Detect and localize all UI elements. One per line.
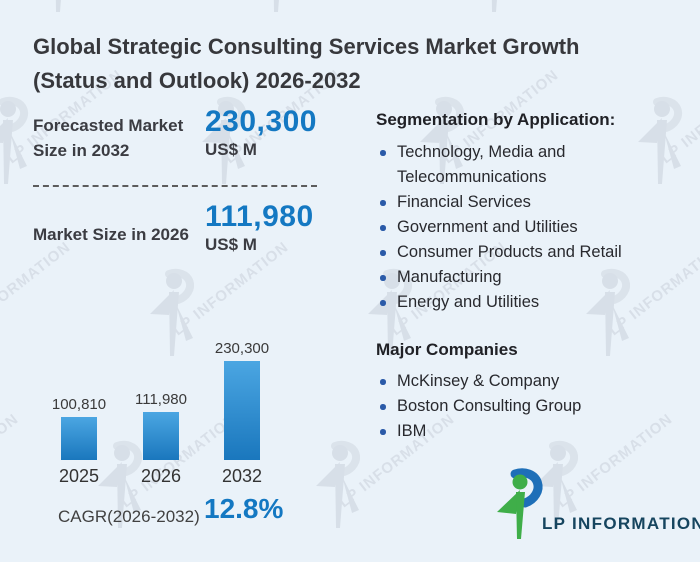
bullet-icon bbox=[380, 429, 386, 435]
forecast-size-unit: US$ M bbox=[205, 140, 257, 159]
bar-chart: 100,810 2025 111,980 2026 230,300 2032 bbox=[52, 336, 291, 496]
list-item: Energy and Utilities bbox=[376, 290, 638, 315]
market-size-value: 111,980 bbox=[205, 200, 314, 233]
dashed-divider bbox=[33, 185, 317, 187]
bullet-icon bbox=[380, 225, 386, 231]
cagr-label: CAGR(2026-2032) bbox=[58, 507, 200, 526]
list-item-label: McKinsey & Company bbox=[397, 372, 560, 390]
lp-information-logo: LP INFORMATION bbox=[494, 462, 700, 544]
bullet-icon bbox=[380, 250, 386, 256]
bullet-icon bbox=[380, 404, 386, 410]
bar-value-label: 111,980 bbox=[135, 391, 187, 408]
segmentation-list: Technology, Media and Telecommunications… bbox=[376, 140, 638, 315]
bullet-icon bbox=[380, 379, 386, 385]
market-size-value-group: 111,980 US$ M bbox=[205, 201, 314, 255]
list-item-label: Technology, Media and Telecommunications bbox=[397, 143, 566, 186]
list-item-label: Consumer Products and Retail bbox=[397, 243, 622, 261]
list-item-label: IBM bbox=[397, 422, 427, 440]
list-item-label: Financial Services bbox=[397, 193, 531, 211]
forecast-size-label: Forecasted Market Size in 2032 bbox=[33, 116, 184, 160]
market-size-label: Market Size in 2026 bbox=[33, 225, 189, 244]
bar bbox=[143, 412, 179, 460]
list-item-label: Manufacturing bbox=[397, 268, 502, 286]
market-size-unit: US$ M bbox=[205, 235, 257, 254]
bar-category-label: 2026 bbox=[140, 466, 182, 486]
bar bbox=[61, 417, 97, 460]
bar-category-label: 2025 bbox=[58, 466, 100, 486]
list-item-label: Government and Utilities bbox=[397, 218, 578, 236]
list-item: McKinsey & Company bbox=[376, 369, 656, 394]
bullet-icon bbox=[380, 200, 386, 206]
list-item: IBM bbox=[376, 419, 656, 444]
bar-category-label: 2032 bbox=[221, 466, 263, 486]
bullet-icon bbox=[380, 300, 386, 306]
cagr-value: 12.8% bbox=[204, 493, 284, 524]
bullet-icon bbox=[380, 275, 386, 281]
list-item: Manufacturing bbox=[376, 265, 638, 290]
page-title-line1: Global Strategic Consulting Services Mar… bbox=[33, 34, 580, 59]
forecast-size-value: 230,300 bbox=[205, 105, 317, 138]
companies-heading: Major Companies bbox=[376, 340, 518, 359]
bar-value-label: 230,300 bbox=[214, 340, 270, 357]
list-item: Technology, Media and Telecommunications bbox=[376, 140, 638, 190]
companies-list: McKinsey & Company Boston Consulting Grou… bbox=[376, 369, 656, 444]
list-item: Boston Consulting Group bbox=[376, 394, 656, 419]
page-title: Global Strategic Consulting Services Mar… bbox=[33, 30, 579, 98]
forecast-size-value-group: 230,300 US$ M bbox=[205, 106, 317, 160]
logo-wordmark: LP INFORMATION bbox=[542, 514, 700, 533]
list-item: Government and Utilities bbox=[376, 215, 638, 240]
bar-value-label: 100,810 bbox=[51, 396, 107, 413]
list-item: Consumer Products and Retail bbox=[376, 240, 638, 265]
list-item-label: Boston Consulting Group bbox=[397, 397, 582, 415]
bar bbox=[224, 361, 260, 460]
bullet-icon bbox=[380, 150, 386, 156]
page-title-line2: (Status and Outlook) 2026-2032 bbox=[33, 68, 361, 93]
list-item: Financial Services bbox=[376, 190, 638, 215]
list-item-label: Energy and Utilities bbox=[397, 293, 540, 311]
segmentation-heading: Segmentation by Application: bbox=[376, 110, 616, 129]
